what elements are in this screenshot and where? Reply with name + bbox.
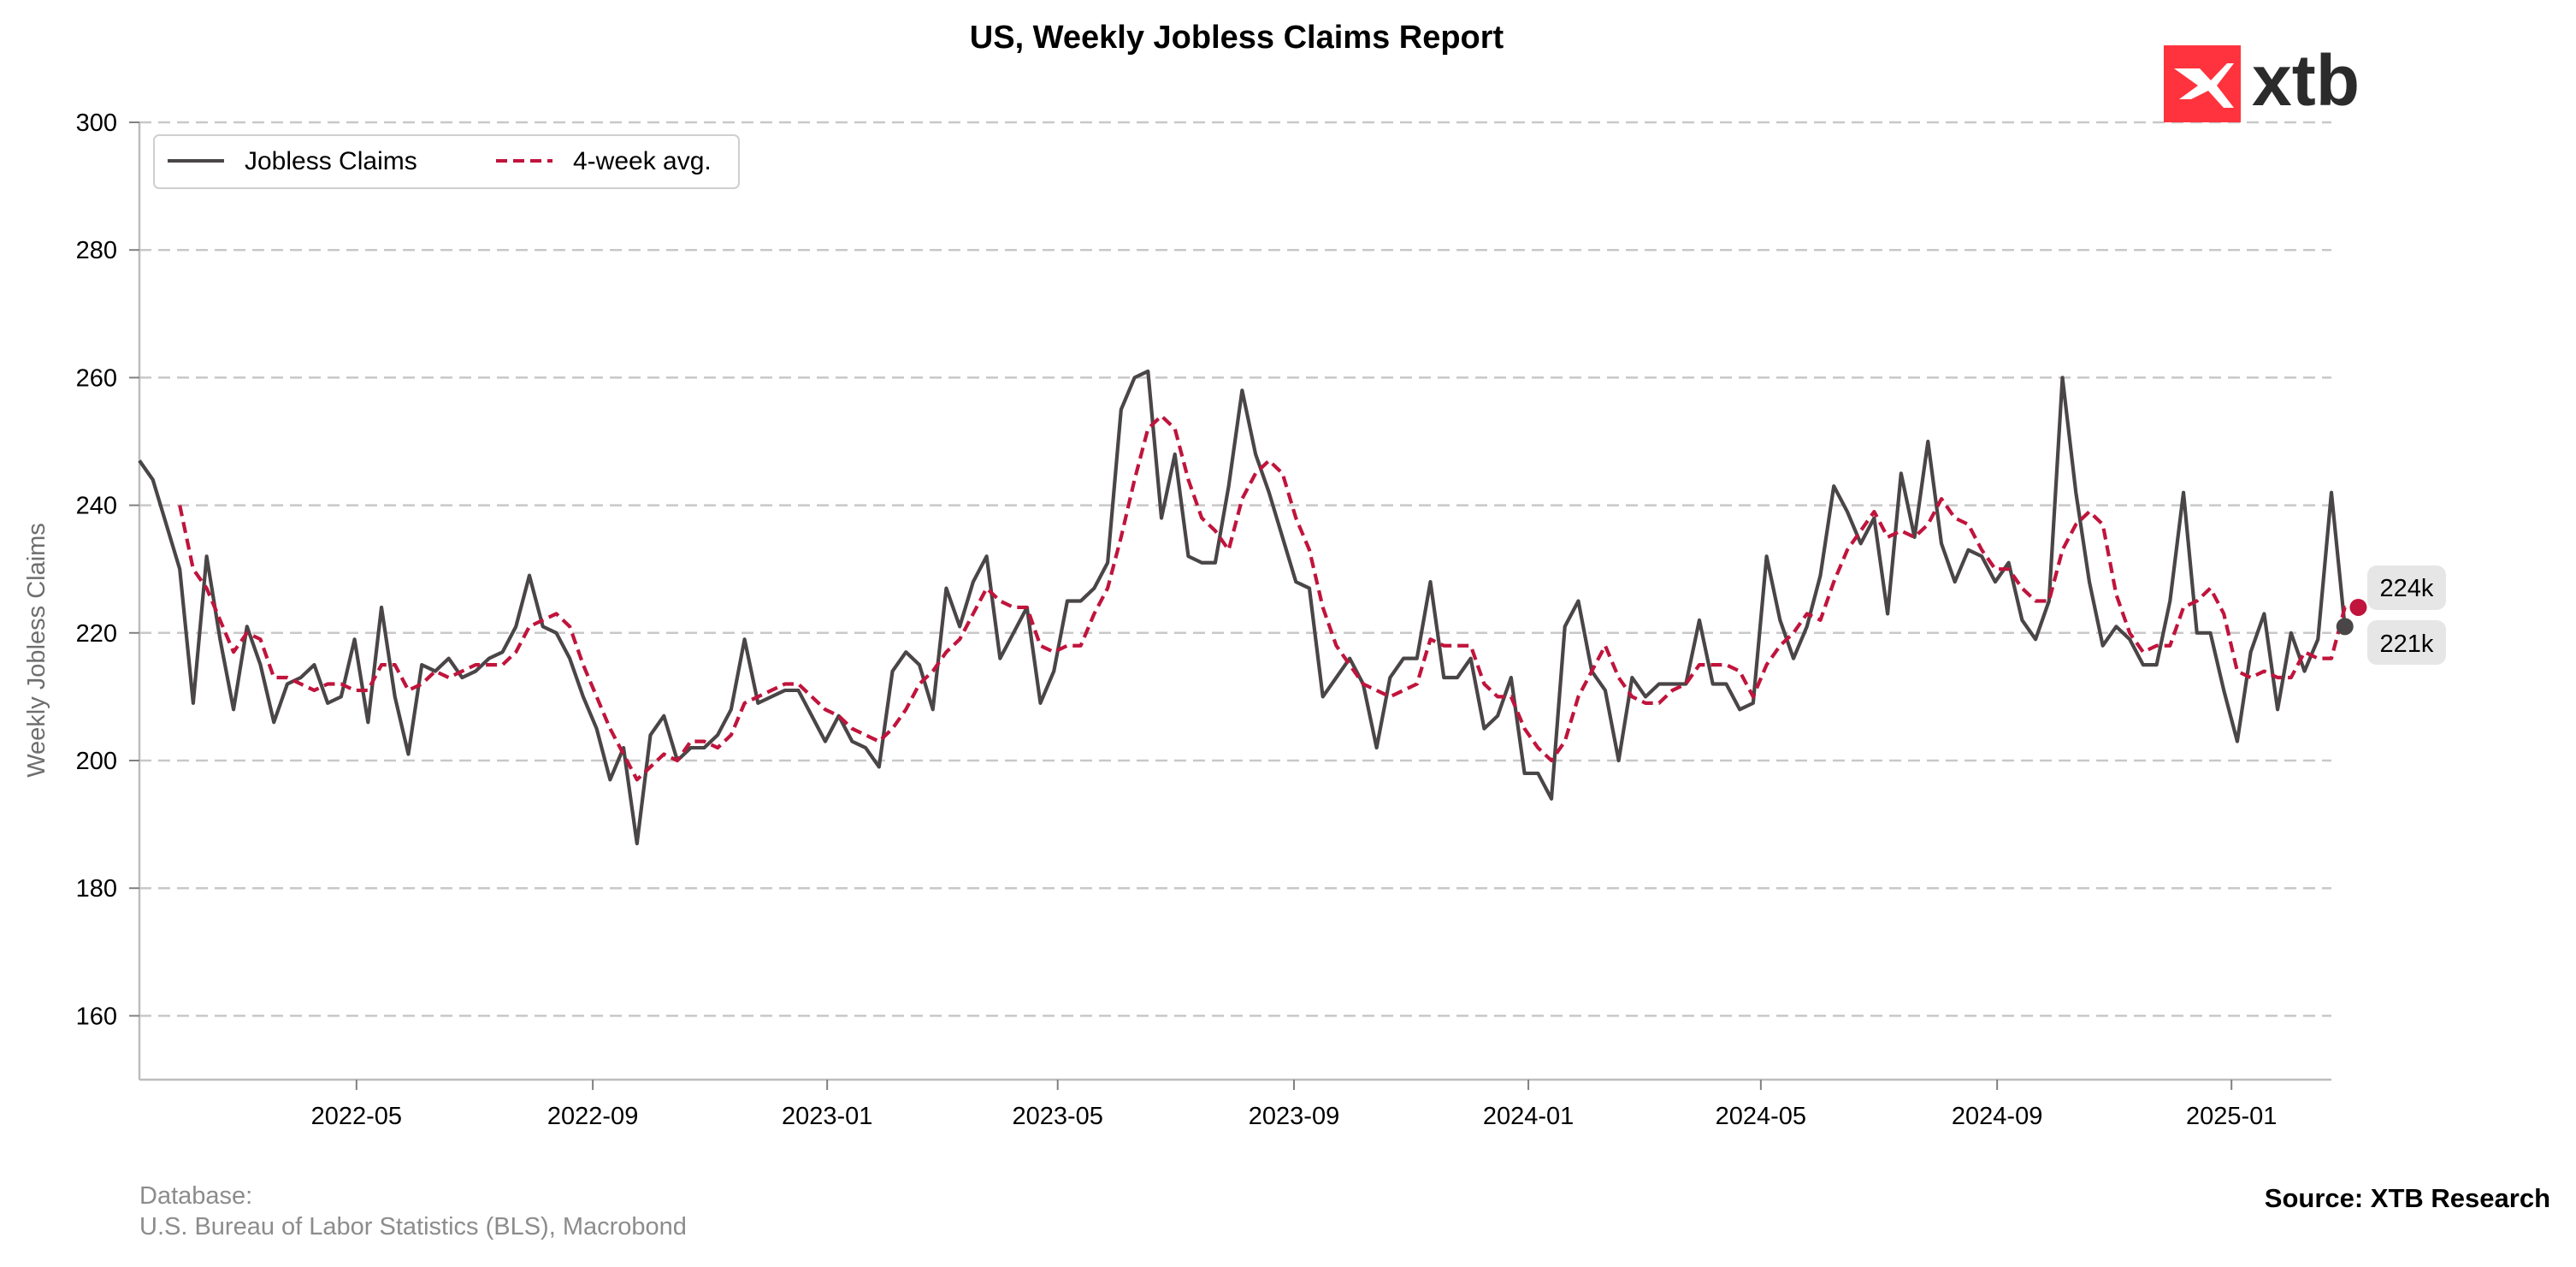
callout-4-week-avg: 224k [2367, 565, 2446, 610]
legend-label-4-week-avg: 4-week avg. [573, 147, 712, 175]
callout-jobless-claims-label: 221k [2380, 631, 2434, 658]
y-tick-label-220: 220 [76, 620, 117, 648]
endpoint-marker-4-week-avg [2349, 598, 2367, 616]
x-tick-label-2025-01: 2025-01 [2186, 1103, 2277, 1130]
series-line-jobless-claims [138, 369, 2347, 846]
chart-title: US, Weekly Jobless Claims Report [970, 20, 1504, 56]
footer-database-sources: U.S. Bureau of Labor Statistics (BLS), M… [139, 1213, 687, 1240]
legend-label-jobless-claims: Jobless Claims [245, 147, 417, 175]
legend: Jobless Claims 4-week avg. [153, 134, 740, 189]
x-tick-label-2024-05: 2024-05 [1716, 1103, 1806, 1130]
callout-jobless-claims: 221k [2367, 620, 2446, 665]
y-tick-label-160: 160 [76, 1003, 117, 1030]
xtb-logo: xtb [2164, 40, 2360, 122]
x-tick-labels: 2022-05 2022-09 2023-01 2023-05 2023-09 2024-… [311, 1080, 2277, 1130]
x-tick-label-2022-09: 2022-09 [547, 1103, 638, 1130]
xtb-logo-text: xtb [2252, 40, 2360, 121]
y-tick-labels: 160 180 200 220 240 260 280 300 [76, 110, 139, 1030]
y-axis-label: Weekly Jobless Claims [23, 523, 50, 778]
legend-box [153, 134, 740, 189]
axes [138, 122, 2331, 1081]
y-tick-label-260: 260 [76, 364, 117, 392]
grid-lines [139, 121, 2331, 1017]
x-tick-label-2024-09: 2024-09 [1952, 1103, 2042, 1130]
y-tick-label-240: 240 [76, 493, 117, 520]
xtb-logo-x-icon [2174, 63, 2234, 108]
x-tick-label-2023-01: 2023-01 [782, 1103, 872, 1130]
y-tick-label-200: 200 [76, 748, 117, 775]
callout-jobless-claims-box [2367, 620, 2446, 665]
series-lines [138, 369, 2359, 846]
x-tick-label-2023-09: 2023-09 [1249, 1103, 1339, 1130]
callout-4-week-avg-box [2367, 565, 2446, 610]
footer-database-label: Database: [139, 1182, 252, 1210]
y-tick-label-300: 300 [76, 110, 117, 137]
endpoint-markers [2336, 598, 2367, 636]
y-tick-label-280: 280 [76, 237, 117, 264]
callout-4-week-avg-label: 224k [2380, 575, 2434, 602]
x-tick-label-2022-05: 2022-05 [311, 1103, 402, 1130]
series-line-4-week-avg [178, 414, 2359, 782]
x-tick-label-2023-05: 2023-05 [1013, 1103, 1103, 1130]
y-tick-label-180: 180 [76, 875, 117, 903]
x-tick-label-2024-01: 2024-01 [1483, 1103, 1574, 1130]
endpoint-marker-jobless-claims [2336, 618, 2354, 636]
footer-source: Source: XTB Research [2265, 1183, 2550, 1213]
